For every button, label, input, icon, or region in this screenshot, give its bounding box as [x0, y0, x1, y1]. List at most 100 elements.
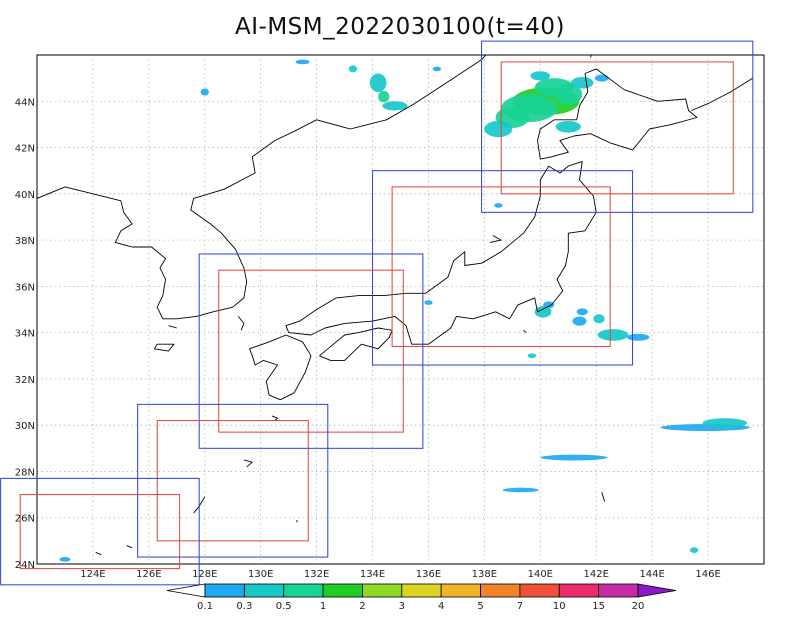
precip-patch — [424, 300, 433, 305]
coastline-island — [489, 235, 502, 243]
coastline-island — [126, 545, 133, 549]
colorbar-swatch — [598, 583, 639, 598]
lon-tick-label: 144E — [639, 569, 664, 580]
lon-tick-label: 136E — [416, 569, 441, 580]
map-background — [37, 55, 764, 564]
lon-tick-label: 126E — [136, 569, 161, 580]
coastline-island — [523, 329, 527, 333]
colorbar-swatch — [204, 583, 245, 598]
colorbar-tick-label: 0.5 — [276, 601, 292, 612]
precip-patch — [494, 203, 503, 208]
colorbar-tick-label: 5 — [477, 601, 483, 612]
precip-patch — [597, 329, 629, 341]
region-inner-box-kinki — [218, 269, 404, 433]
colorbar-tick-label: 7 — [517, 601, 523, 612]
lat-tick-label: 34N — [15, 329, 35, 340]
precip-patch — [527, 353, 537, 359]
gridlines — [37, 55, 764, 564]
region-outer-box-hokkaido — [481, 40, 754, 213]
colorbar-tick-label: 20 — [632, 601, 645, 612]
precip-patch — [555, 120, 581, 133]
coastline-shikoku — [319, 327, 393, 361]
region-outer-box-tohoku — [372, 170, 634, 366]
colorbar-tick-label: 1 — [320, 601, 326, 612]
precip-patch — [200, 88, 209, 96]
colorbar-swatch — [480, 583, 521, 598]
lat-tick-label: 26N — [15, 514, 35, 525]
lat-tick-label: 32N — [15, 375, 35, 386]
precip-patch — [626, 333, 650, 341]
precip-patch — [576, 308, 588, 316]
lat-tick-label: 28N — [15, 467, 35, 478]
precip-patch — [502, 487, 539, 493]
latitude-labels: 24N 26N 28N 30N 32N 34N 36N 38N 40N 42N 44N — [15, 97, 35, 571]
precip-patch — [534, 306, 552, 318]
precip-patch — [702, 418, 748, 428]
region-inner-box-kyushu — [156, 420, 309, 542]
precip-patch — [348, 65, 358, 73]
colorbar-tick-label: 0.1 — [197, 601, 213, 612]
precipitation-fields — [59, 59, 751, 562]
coastline-island — [271, 415, 278, 421]
coastline-island — [243, 459, 253, 468]
precip-patch — [484, 120, 513, 138]
precip-patch — [382, 101, 408, 111]
precip-patch — [594, 74, 609, 82]
colorbar-swatch — [362, 583, 403, 598]
colorbar-tick-label: 10 — [553, 601, 566, 612]
lon-tick-label: 132E — [304, 569, 329, 580]
precip-patch — [593, 314, 605, 324]
coastline-kyushu — [249, 334, 312, 401]
region-outer-box-okinawa — [0, 477, 200, 586]
lat-tick-label: 30N — [15, 421, 35, 432]
coastlines — [37, 55, 754, 556]
lat-tick-label: 24N — [15, 560, 35, 571]
colorbar-swatch — [558, 583, 600, 598]
colorbar-tick-label: 0.3 — [236, 601, 252, 612]
precip-patch — [689, 547, 699, 554]
coastline-island — [95, 551, 102, 556]
lat-tick-label: 38N — [15, 236, 35, 247]
coastline-kuril — [691, 77, 754, 111]
lon-tick-label: 128E — [192, 569, 217, 580]
region-inner-box-tohoku — [391, 186, 611, 348]
lat-tick-label: 44N — [15, 97, 35, 108]
colorbar: 0.1 0.3 0.5 1 2 3 4 5 7 10 15 20 — [166, 583, 677, 612]
colorbar-tick-label: 3 — [399, 601, 405, 612]
precip-patch — [369, 73, 387, 93]
colorbar-swatch — [519, 583, 560, 598]
lat-tick-label: 40N — [15, 190, 35, 201]
precip-patch — [378, 90, 390, 103]
coastline-mainland — [37, 55, 487, 320]
lon-tick-label: 146E — [695, 569, 720, 580]
region-outer-box-kyushu — [137, 403, 329, 558]
precip-patch — [572, 316, 587, 326]
lon-tick-label: 134E — [360, 569, 385, 580]
coastline-island — [237, 316, 245, 331]
precip-patch — [530, 71, 551, 81]
lat-tick-label: 42N — [15, 144, 35, 155]
coastline-island — [153, 343, 175, 352]
precip-patch — [59, 557, 71, 562]
coastline-island — [168, 325, 177, 329]
coastline-hokkaido — [537, 68, 698, 160]
lon-tick-label: 130E — [248, 569, 273, 580]
region-inner-box-hokkaido — [500, 61, 734, 195]
map-title: AI-MSM_2022030100(t=40) — [235, 14, 565, 40]
lon-tick-label: 140E — [528, 569, 553, 580]
precip-patch — [543, 301, 555, 309]
region-outer-box-kinki — [198, 253, 424, 449]
colorbar-swatch — [440, 583, 481, 598]
precip-patch — [571, 76, 594, 89]
colorbar-max-arrow — [637, 583, 677, 598]
coastline-island — [601, 492, 606, 502]
region-inner-box-okinawa — [19, 494, 181, 570]
colorbar-tick-label: 2 — [359, 601, 365, 612]
colorbar-swatch — [322, 583, 363, 598]
forecast-regions — [0, 40, 754, 586]
lon-tick-label: 124E — [80, 569, 105, 580]
lat-tick-label: 36N — [15, 282, 35, 293]
lon-tick-label: 142E — [584, 569, 609, 580]
colorbar-swatch — [243, 583, 285, 598]
